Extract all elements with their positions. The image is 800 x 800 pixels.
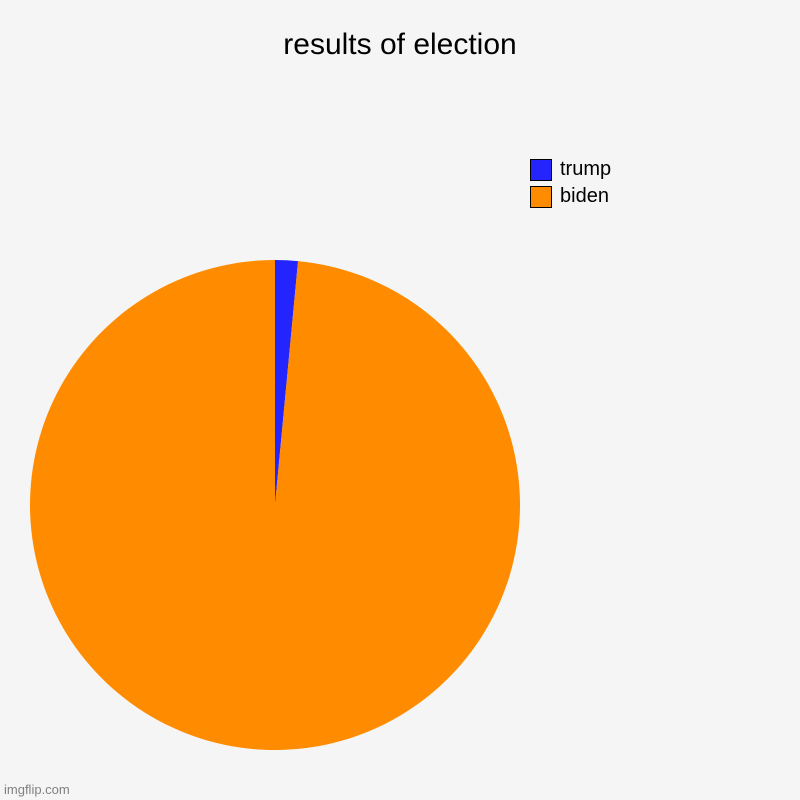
watermark: imgflip.com xyxy=(4,782,70,797)
chart-title: results of election xyxy=(0,28,800,62)
legend-label: biden xyxy=(560,185,609,208)
legend-swatch-trump xyxy=(530,159,552,181)
legend-label: trump xyxy=(560,158,611,181)
pie-svg xyxy=(30,260,520,750)
pie-slice-biden xyxy=(30,260,520,750)
legend: trump biden xyxy=(530,158,611,212)
legend-swatch-biden xyxy=(530,186,552,208)
chart-canvas: results of election trump biden imgflip.c… xyxy=(0,0,800,800)
legend-item-biden: biden xyxy=(530,185,611,208)
pie-chart xyxy=(30,260,520,750)
legend-item-trump: trump xyxy=(530,158,611,181)
